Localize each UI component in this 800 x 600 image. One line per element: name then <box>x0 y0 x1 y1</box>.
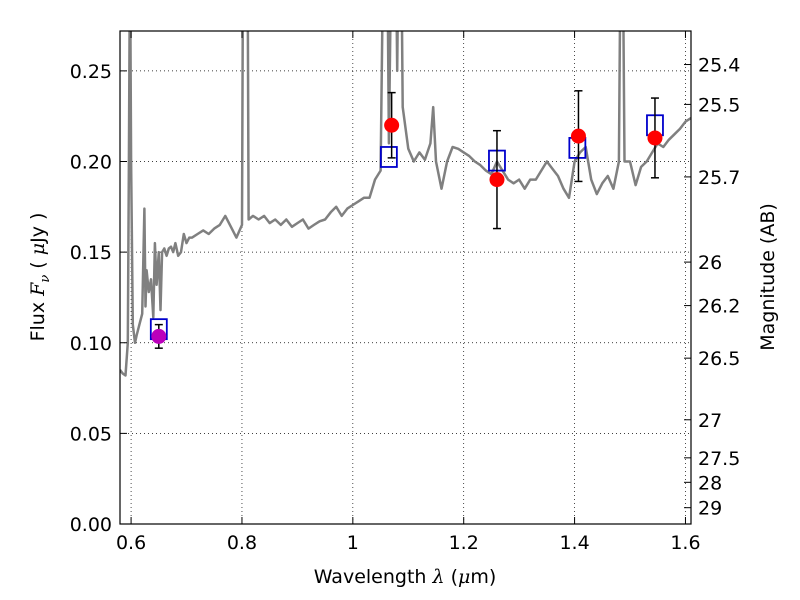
right-tick-label: 28 <box>698 472 722 494</box>
y-tick-label: 0.00 <box>70 514 112 536</box>
x-tick-label: 1 <box>347 532 359 554</box>
right-tick-label: 27.5 <box>698 448 740 470</box>
y-axis-label-subscript: ν <box>38 275 53 283</box>
right-tick-label: 26.5 <box>698 348 740 370</box>
x-tick-label: 0.6 <box>116 532 146 554</box>
observed-point <box>570 128 586 144</box>
observed-point <box>647 130 663 146</box>
y-axis-label-unit-rest: Jy ) <box>27 213 49 244</box>
right-tick-labels: 25.4 25.5 25.7 26 26.2 26.5 27 27.528 29 <box>698 55 740 520</box>
x-axis-label-symbol: λ <box>431 566 444 588</box>
right-tick-label: 27 <box>698 410 722 432</box>
y-tick-label: 0.20 <box>70 152 112 174</box>
right-tick-label: 25.5 <box>698 94 740 116</box>
model-square <box>379 146 398 168</box>
x-axis-label-suffix: ( <box>445 566 458 588</box>
x-axis-label-unit-rest: m) <box>470 566 496 588</box>
y-tick-label: 0.15 <box>70 242 112 264</box>
y-tick-label: 0.05 <box>70 423 112 445</box>
y-tick-label: 0.25 <box>70 61 112 83</box>
observed-point <box>151 328 167 344</box>
spectrum-layer <box>120 31 691 377</box>
spectrum-line <box>120 31 691 377</box>
right-tick-label: 26.2 <box>698 296 740 318</box>
x-axis-label-prefix: Wavelength <box>314 566 433 588</box>
y-axis-label-prefix: Flux <box>27 296 49 342</box>
x-axis-label: Wavelength λ (μm) <box>314 566 497 588</box>
plot-frame <box>119 30 692 525</box>
right-tick-label: 29 <box>698 498 722 520</box>
x-tick-label: 0.8 <box>227 532 257 554</box>
x-tick-labels: 0.6 0.8 1 1.2 1.4 1.6 <box>116 532 701 554</box>
right-tick-label: 25.4 <box>698 55 740 77</box>
y-axis-label-unit-mu: μ <box>27 243 49 255</box>
right-tick-label: 26 <box>698 252 722 274</box>
right-axis-label: Magnitude (AB) <box>757 203 779 351</box>
x-tick-label: 1.6 <box>670 532 700 554</box>
y-tick-label: 0.10 <box>70 333 112 355</box>
right-tick-label: 25.7 <box>698 167 740 189</box>
y-axis-label-symbol: F <box>27 282 49 297</box>
ticks <box>120 31 691 525</box>
observed-point <box>489 172 505 188</box>
x-axis-label-unit-mu: μ <box>458 566 470 588</box>
observed-point <box>384 117 400 133</box>
y-tick-labels: 0.00 0.05 0.10 0.15 0.20 0.25 <box>70 61 112 536</box>
y-axis-label-suffix: ( <box>27 255 49 275</box>
x-tick-label: 1.2 <box>449 532 479 554</box>
observed-points-layer <box>151 90 663 349</box>
x-tick-label: 1.4 <box>559 532 589 554</box>
y-axis-label: Flux Fν ( μJy ) <box>27 213 53 342</box>
